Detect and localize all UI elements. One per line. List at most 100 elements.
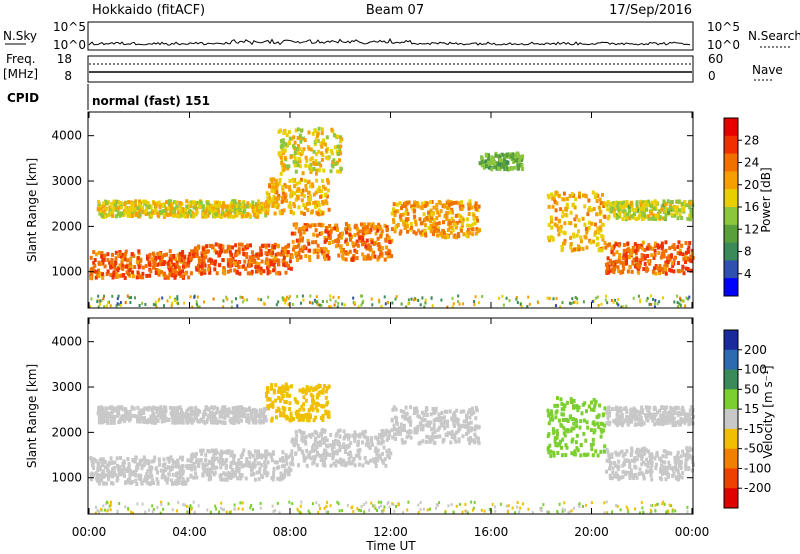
data-cell bbox=[380, 304, 383, 308]
data-cell bbox=[595, 236, 599, 241]
data-cell bbox=[369, 228, 373, 233]
data-cell bbox=[279, 476, 283, 481]
data-cell bbox=[120, 468, 124, 473]
data-cell bbox=[129, 416, 132, 421]
data-cell bbox=[316, 303, 319, 307]
data-cell bbox=[334, 239, 338, 243]
data-cell bbox=[578, 425, 582, 430]
data-cell bbox=[141, 265, 145, 270]
data-cell bbox=[361, 430, 365, 435]
data-cell bbox=[173, 206, 177, 211]
data-cell bbox=[193, 295, 196, 299]
data-cell bbox=[168, 295, 171, 299]
data-cell bbox=[101, 457, 105, 462]
data-cell bbox=[321, 388, 325, 392]
data-cell bbox=[605, 269, 608, 274]
data-cell bbox=[245, 214, 249, 219]
data-cell bbox=[394, 297, 397, 301]
data-cell bbox=[200, 271, 204, 276]
data-cell bbox=[688, 295, 691, 299]
data-cell bbox=[653, 206, 656, 211]
data-cell bbox=[117, 411, 121, 416]
data-cell bbox=[259, 266, 263, 271]
data-cell bbox=[311, 396, 315, 401]
data-cell bbox=[561, 214, 565, 219]
data-cell bbox=[176, 297, 179, 301]
colorbar-tick-label: 24 bbox=[744, 156, 759, 170]
data-cell bbox=[179, 204, 182, 209]
data-cell bbox=[576, 405, 580, 410]
data-cell bbox=[363, 429, 367, 434]
data-cell bbox=[485, 164, 488, 169]
data-cell bbox=[142, 411, 146, 415]
data-cell bbox=[457, 201, 461, 206]
data-cell bbox=[562, 431, 566, 436]
data-cell bbox=[454, 439, 458, 444]
data-cell bbox=[575, 214, 578, 219]
data-cell bbox=[294, 225, 298, 230]
data-cell bbox=[283, 389, 287, 394]
data-cell bbox=[155, 409, 159, 414]
data-cell bbox=[654, 298, 657, 302]
data-cell bbox=[161, 417, 165, 422]
data-cell bbox=[364, 442, 368, 447]
data-cell bbox=[197, 268, 201, 273]
data-cell bbox=[352, 254, 356, 258]
data-cell bbox=[223, 472, 227, 477]
data-cell bbox=[477, 204, 481, 209]
data-cell bbox=[505, 166, 509, 171]
data-cell bbox=[688, 213, 692, 218]
data-cell bbox=[368, 256, 372, 261]
data-cell bbox=[356, 227, 359, 232]
data-cell bbox=[157, 269, 161, 274]
data-cell bbox=[658, 300, 661, 304]
data-cell bbox=[559, 423, 563, 427]
data-cell bbox=[611, 262, 615, 266]
data-cell bbox=[170, 304, 173, 308]
data-cell bbox=[149, 469, 153, 474]
data-cell bbox=[211, 462, 215, 467]
data-cell bbox=[99, 210, 103, 215]
data-cell bbox=[112, 270, 116, 275]
data-cell bbox=[411, 207, 415, 211]
data-cell bbox=[114, 261, 118, 265]
data-cell bbox=[555, 409, 559, 414]
data-cell bbox=[424, 200, 427, 205]
data-cell bbox=[205, 467, 209, 472]
data-cell bbox=[267, 249, 271, 253]
data-cell bbox=[441, 234, 444, 239]
data-cell bbox=[345, 230, 349, 235]
data-cell bbox=[169, 254, 173, 258]
data-cell bbox=[624, 251, 628, 256]
data-cell bbox=[293, 204, 297, 209]
data-cell bbox=[587, 198, 591, 203]
data-cell bbox=[306, 223, 310, 228]
data-cell bbox=[281, 450, 285, 455]
data-cell bbox=[161, 409, 165, 414]
data-cell bbox=[285, 253, 289, 258]
data-cell bbox=[208, 257, 212, 262]
data-cell bbox=[305, 201, 309, 206]
data-cell bbox=[252, 212, 256, 217]
power-tick-label: 1000 bbox=[51, 265, 82, 279]
data-cell bbox=[452, 201, 456, 205]
data-cell bbox=[152, 260, 156, 264]
data-cell bbox=[120, 205, 124, 209]
data-cell bbox=[293, 151, 297, 156]
data-cell bbox=[222, 268, 225, 273]
data-cell bbox=[466, 430, 470, 435]
data-cell bbox=[352, 243, 356, 248]
data-cell bbox=[419, 421, 423, 426]
data-cell bbox=[625, 261, 629, 266]
data-cell bbox=[505, 153, 509, 158]
data-cell bbox=[618, 255, 622, 260]
data-cell bbox=[336, 439, 340, 444]
data-cell bbox=[192, 200, 196, 205]
data-cell bbox=[392, 405, 396, 410]
data-cell bbox=[174, 257, 178, 262]
data-cell bbox=[341, 254, 345, 259]
data-cell bbox=[156, 481, 160, 486]
data-cell bbox=[347, 434, 351, 439]
data-cell bbox=[228, 250, 232, 255]
data-cell bbox=[201, 209, 205, 214]
